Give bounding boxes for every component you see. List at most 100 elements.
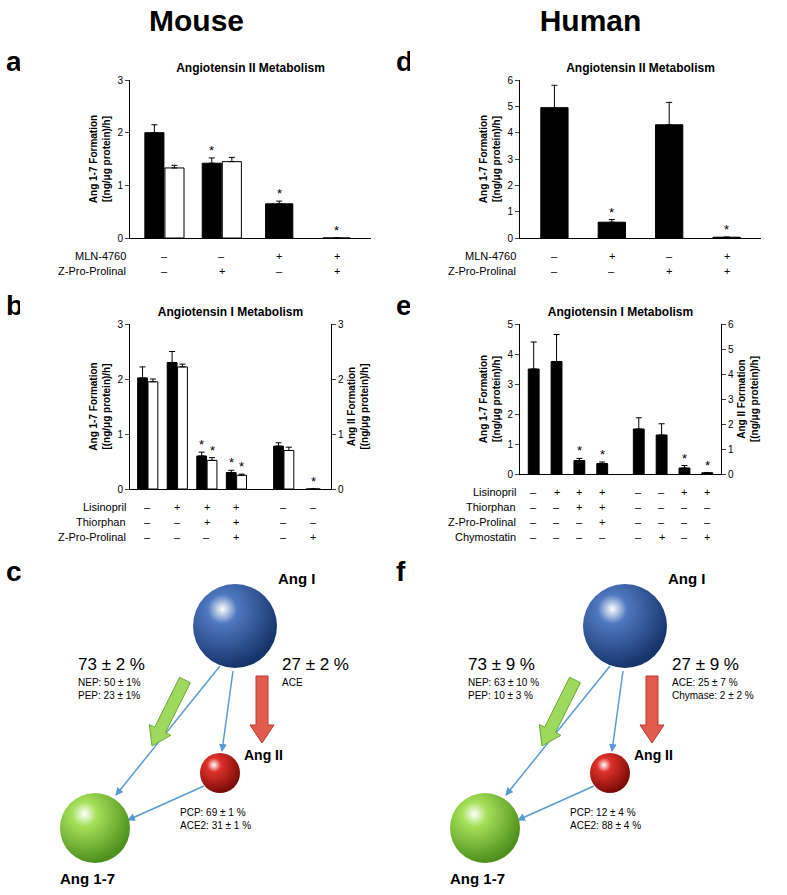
svg-text:0: 0 bbox=[338, 484, 344, 495]
svg-text:–: – bbox=[681, 531, 688, 543]
svg-text:–: – bbox=[551, 265, 558, 277]
svg-text:+: + bbox=[659, 531, 665, 543]
svg-text:1: 1 bbox=[117, 180, 123, 191]
svg-text:–: – bbox=[144, 501, 151, 513]
svg-text:–: – bbox=[704, 516, 711, 528]
svg-text:3: 3 bbox=[507, 154, 513, 165]
svg-text:Z-Pro-Prolinal: Z-Pro-Prolinal bbox=[58, 265, 126, 277]
svg-text:Lisinopril: Lisinopril bbox=[473, 486, 516, 498]
svg-text:*: * bbox=[209, 143, 214, 158]
svg-text:–: – bbox=[530, 516, 537, 528]
svg-text:–: – bbox=[576, 531, 583, 543]
svg-text:Ang 1-7 Formation[(ng/μg prote: Ang 1-7 Formation[(ng/μg protein)/h] bbox=[88, 362, 112, 450]
svg-text:+: + bbox=[599, 516, 605, 528]
svg-text:Chymostatin: Chymostatin bbox=[455, 531, 516, 543]
svg-text:Ang 1-7 Formation[(ng/μg prote: Ang 1-7 Formation[(ng/μg protein)/h] bbox=[88, 115, 112, 203]
svg-text:Ang 1-7 Formation[(ng/μg prote: Ang 1-7 Formation[(ng/μg protein)/h] bbox=[478, 355, 502, 443]
svg-text:Ang 1-7 Formation[(ng/μg prote: Ang 1-7 Formation[(ng/μg protein)/h] bbox=[478, 115, 502, 203]
svg-text:–: – bbox=[530, 501, 537, 513]
svg-text:0: 0 bbox=[507, 233, 513, 244]
svg-text:–: – bbox=[174, 516, 181, 528]
svg-text:0: 0 bbox=[117, 484, 123, 495]
svg-text:Ang 1-7: Ang 1-7 bbox=[450, 870, 505, 887]
svg-text:*: * bbox=[600, 447, 605, 462]
svg-text:–: – bbox=[174, 531, 181, 543]
svg-text:Z-Pro-Prolinal: Z-Pro-Prolinal bbox=[58, 531, 126, 543]
svg-text:+: + bbox=[704, 531, 710, 543]
svg-text:+: + bbox=[554, 486, 560, 498]
svg-text:*: * bbox=[705, 458, 710, 473]
svg-text:2: 2 bbox=[728, 419, 734, 430]
svg-text:*: * bbox=[239, 459, 244, 474]
svg-text:27 ± 2 %: 27 ± 2 % bbox=[282, 655, 349, 674]
svg-text:–: – bbox=[658, 486, 665, 498]
svg-text:+: + bbox=[310, 531, 316, 543]
svg-text:–: – bbox=[553, 501, 560, 513]
svg-text:*: * bbox=[277, 186, 282, 201]
svg-text:Angiotensin II Metabolism: Angiotensin II Metabolism bbox=[566, 61, 715, 75]
svg-text:–: – bbox=[658, 501, 665, 513]
svg-text:Ang II Formation[(ng/μg protei: Ang II Formation[(ng/μg protein)/h] bbox=[736, 356, 760, 442]
svg-text:*: * bbox=[724, 222, 729, 237]
svg-text:2: 2 bbox=[338, 374, 344, 385]
svg-text:+: + bbox=[233, 516, 239, 528]
svg-text:*: * bbox=[229, 455, 234, 470]
svg-text:+: + bbox=[204, 516, 210, 528]
svg-text:Ang II: Ang II bbox=[244, 747, 283, 763]
svg-text:Lisinopril: Lisinopril bbox=[83, 501, 126, 513]
svg-text:–: – bbox=[576, 516, 583, 528]
svg-text:–: – bbox=[551, 250, 558, 262]
svg-text:5: 5 bbox=[507, 101, 513, 112]
svg-text:–: – bbox=[599, 531, 606, 543]
svg-text:+: + bbox=[174, 501, 180, 513]
svg-text:–: – bbox=[144, 531, 151, 543]
svg-text:NEP: 63 ± 10 %: NEP: 63 ± 10 % bbox=[468, 677, 539, 688]
svg-text:+: + bbox=[233, 501, 239, 513]
svg-text:–: – bbox=[161, 265, 168, 277]
svg-text:2: 2 bbox=[117, 127, 123, 138]
svg-text:*: * bbox=[311, 474, 316, 489]
svg-text:0: 0 bbox=[728, 469, 734, 480]
svg-text:1: 1 bbox=[117, 429, 123, 440]
svg-text:–: – bbox=[681, 516, 688, 528]
svg-text:+: + bbox=[666, 265, 672, 277]
svg-text:–: – bbox=[666, 250, 673, 262]
svg-text:+: + bbox=[724, 265, 730, 277]
svg-text:3: 3 bbox=[728, 394, 734, 405]
svg-text:+: + bbox=[334, 265, 340, 277]
svg-text:–: – bbox=[161, 250, 168, 262]
svg-text:+: + bbox=[724, 250, 730, 262]
svg-text:*: * bbox=[577, 443, 582, 458]
svg-text:1: 1 bbox=[338, 429, 344, 440]
svg-text:+: + bbox=[576, 486, 582, 498]
svg-text:–: – bbox=[553, 531, 560, 543]
svg-text:–: – bbox=[144, 516, 151, 528]
svg-text:PEP: 10 ± 3 %: PEP: 10 ± 3 % bbox=[468, 690, 533, 701]
svg-text:+: + bbox=[334, 250, 340, 262]
svg-text:4: 4 bbox=[507, 127, 513, 138]
svg-text:PCP: 69 ± 1 %: PCP: 69 ± 1 % bbox=[180, 807, 246, 818]
svg-text:–: – bbox=[203, 531, 210, 543]
svg-text:–: – bbox=[310, 516, 317, 528]
svg-text:+: + bbox=[204, 501, 210, 513]
svg-text:Angiotensin II Metabolism: Angiotensin II Metabolism bbox=[176, 61, 325, 75]
svg-text:Ang I: Ang I bbox=[668, 570, 706, 587]
svg-text:–: – bbox=[530, 531, 537, 543]
svg-text:3: 3 bbox=[507, 379, 513, 390]
svg-text:Angiotensin I Metabolism: Angiotensin I Metabolism bbox=[158, 305, 303, 319]
svg-text:3: 3 bbox=[117, 319, 123, 330]
svg-text:Thiorphan: Thiorphan bbox=[76, 516, 126, 528]
svg-text:–: – bbox=[608, 265, 615, 277]
svg-text:1: 1 bbox=[507, 206, 513, 217]
svg-text:+: + bbox=[576, 501, 582, 513]
svg-text:2: 2 bbox=[507, 409, 513, 420]
svg-text:–: – bbox=[530, 486, 537, 498]
svg-text:2: 2 bbox=[117, 374, 123, 385]
svg-text:ACE: ACE bbox=[282, 677, 303, 688]
svg-text:3: 3 bbox=[338, 319, 344, 330]
svg-text:*: * bbox=[210, 443, 215, 458]
svg-text:–: – bbox=[276, 265, 283, 277]
svg-text:MLN-4760: MLN-4760 bbox=[465, 250, 516, 262]
svg-text:+: + bbox=[219, 265, 225, 277]
svg-text:Chymase: 2 ± 2 %: Chymase: 2 ± 2 % bbox=[672, 690, 754, 701]
